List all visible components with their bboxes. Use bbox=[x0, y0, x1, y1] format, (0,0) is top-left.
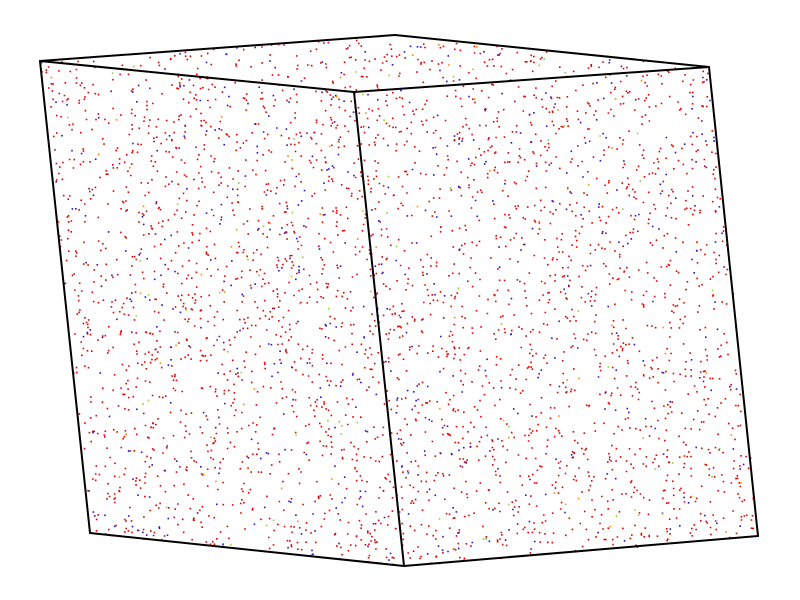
atom-cloud bbox=[40, 39, 759, 566]
atom-species-4 bbox=[50, 44, 742, 551]
box-edge bbox=[353, 66, 710, 93]
box-edge bbox=[353, 91, 405, 567]
box-edge bbox=[39, 60, 355, 93]
atom-species-1 bbox=[41, 39, 759, 566]
box-edge bbox=[394, 34, 710, 68]
box-edge bbox=[89, 532, 405, 567]
box-edge bbox=[39, 34, 396, 62]
box-edge bbox=[708, 66, 759, 537]
atom-species-2 bbox=[40, 42, 745, 564]
box-edge bbox=[403, 535, 759, 567]
box-edge bbox=[39, 60, 91, 534]
simulation-box-edges bbox=[39, 34, 759, 567]
